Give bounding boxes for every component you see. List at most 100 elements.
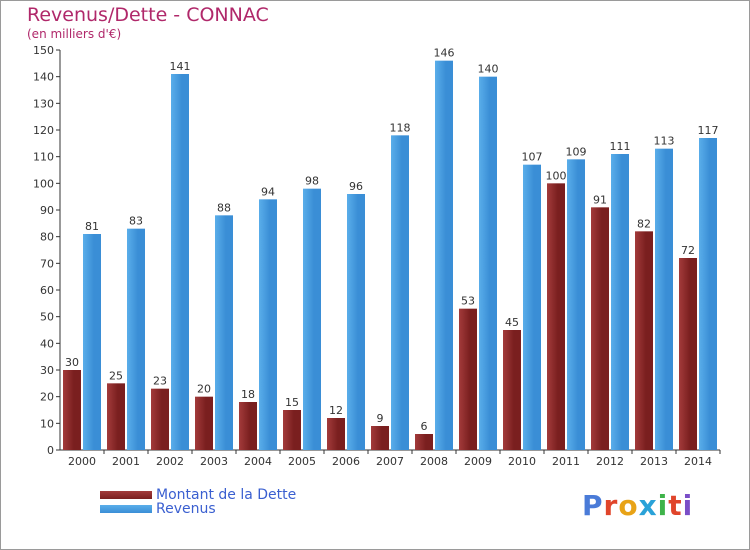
data-label-debt: 20 — [197, 383, 211, 396]
y-tick-label: 20 — [40, 391, 54, 404]
y-tick-label: 120 — [33, 124, 54, 137]
data-label-revenue: 94 — [261, 185, 275, 198]
bar-debt — [679, 258, 697, 450]
bar-debt — [371, 426, 389, 450]
bar-revenue — [567, 159, 585, 451]
bar-debt — [151, 388, 169, 450]
bar-debt — [107, 383, 125, 450]
logo-letter: o — [618, 489, 639, 522]
y-tick-label: 40 — [40, 337, 54, 350]
data-label-debt: 30 — [65, 356, 79, 369]
bar-revenue — [171, 74, 189, 450]
data-label-revenue: 113 — [654, 135, 675, 148]
logo-letter: r — [603, 489, 619, 522]
y-tick-label: 30 — [40, 364, 54, 377]
bar-debt — [503, 330, 521, 450]
x-tick-label: 2009 — [464, 455, 492, 468]
legend-swatch-revenue — [100, 505, 152, 513]
x-tick-label: 2004 — [244, 455, 272, 468]
data-label-revenue: 146 — [434, 47, 455, 60]
data-label-debt: 45 — [505, 316, 519, 329]
logo-letter: i — [682, 489, 694, 522]
data-label-revenue: 109 — [566, 145, 587, 158]
y-tick-label: 150 — [33, 44, 54, 57]
y-tick-label: 60 — [40, 284, 54, 297]
y-tick-label: 130 — [33, 97, 54, 110]
y-tick-label: 10 — [40, 417, 54, 430]
bar-revenue — [479, 76, 497, 451]
bar-debt — [415, 434, 433, 450]
data-label-debt: 23 — [153, 375, 167, 388]
x-tick-label: 2001 — [112, 455, 140, 468]
y-tick-label: 70 — [40, 257, 54, 270]
x-tick-label: 2008 — [420, 455, 448, 468]
bar-revenue — [523, 164, 541, 450]
bar-revenue — [655, 148, 673, 450]
data-label-debt: 53 — [461, 295, 475, 308]
bar-debt — [239, 402, 257, 450]
data-label-revenue: 81 — [85, 220, 99, 233]
bar-revenue — [215, 215, 233, 450]
data-label-debt: 100 — [546, 169, 567, 182]
bar-revenue — [127, 228, 145, 450]
legend-label-revenue: Revenus — [156, 501, 216, 517]
data-label-revenue: 83 — [129, 215, 143, 228]
bar-revenue — [435, 60, 453, 451]
bar-revenue — [259, 199, 277, 450]
data-label-revenue: 111 — [610, 140, 631, 153]
bar-debt — [547, 183, 565, 451]
bar-revenue — [303, 188, 321, 450]
data-label-debt: 25 — [109, 369, 123, 382]
x-tick-label: 2011 — [552, 455, 580, 468]
data-label-debt: 82 — [637, 217, 651, 230]
data-label-revenue: 96 — [349, 180, 363, 193]
data-label-revenue: 141 — [170, 60, 191, 73]
bar-revenue — [611, 154, 629, 450]
legend-swatch-debt — [100, 491, 152, 499]
data-label-debt: 18 — [241, 388, 255, 401]
bar-debt — [459, 308, 477, 450]
y-tick-label: 100 — [33, 177, 54, 190]
y-tick-label: 0 — [47, 444, 54, 457]
x-tick-label: 2014 — [684, 455, 712, 468]
y-tick-label: 110 — [33, 151, 54, 164]
bar-revenue — [699, 138, 717, 450]
logo-letter: i — [657, 489, 669, 522]
bar-debt — [195, 396, 213, 450]
x-tick-label: 2002 — [156, 455, 184, 468]
bar-revenue — [347, 194, 365, 450]
chart-subtitle: (en milliers d'€) — [27, 27, 122, 41]
bar-debt — [283, 410, 301, 450]
y-tick-label: 50 — [40, 311, 54, 324]
logo-letter: P — [582, 489, 604, 522]
bar-revenue — [83, 234, 101, 450]
x-tick-label: 2005 — [288, 455, 316, 468]
x-tick-label: 2012 — [596, 455, 624, 468]
data-label-revenue: 88 — [217, 201, 231, 214]
x-tick-label: 2010 — [508, 455, 536, 468]
logo-letter: t — [668, 489, 683, 522]
x-tick-label: 2003 — [200, 455, 228, 468]
bar-revenue — [391, 135, 409, 451]
bar-debt — [591, 207, 609, 450]
x-tick-label: 2007 — [376, 455, 404, 468]
y-tick-label: 140 — [33, 71, 54, 84]
data-label-debt: 6 — [421, 420, 428, 433]
data-label-revenue: 107 — [522, 151, 543, 164]
data-label-revenue: 140 — [478, 63, 499, 76]
x-tick-label: 2013 — [640, 455, 668, 468]
data-label-debt: 72 — [681, 244, 695, 257]
data-label-debt: 12 — [329, 404, 343, 417]
x-tick-label: 2000 — [68, 455, 96, 468]
data-label-debt: 9 — [377, 412, 384, 425]
data-label-revenue: 117 — [698, 124, 719, 137]
data-label-revenue: 118 — [390, 121, 411, 134]
legend-label-debt: Montant de la Dette — [156, 487, 297, 503]
y-tick-label: 80 — [40, 231, 54, 244]
data-label-debt: 91 — [593, 193, 607, 206]
data-label-debt: 15 — [285, 396, 299, 409]
bar-debt — [327, 418, 345, 450]
proxiti-logo: Proxiti — [582, 489, 693, 522]
bar-debt — [635, 231, 653, 450]
